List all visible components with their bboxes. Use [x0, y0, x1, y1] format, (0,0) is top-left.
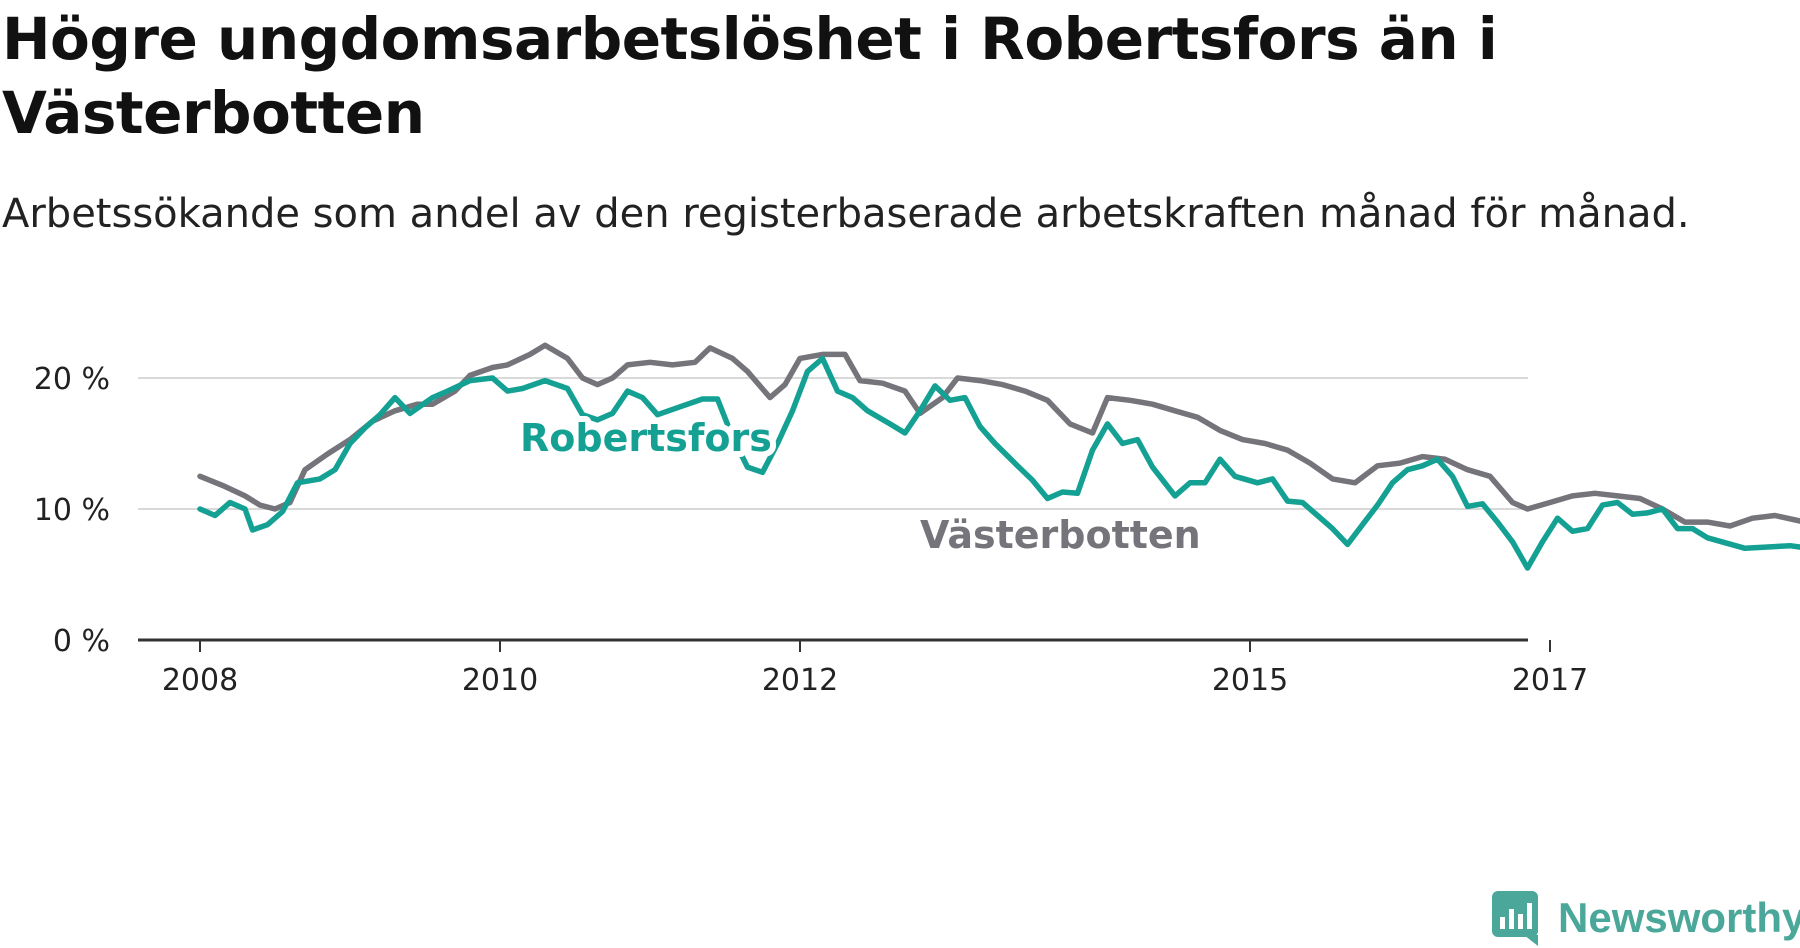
- chart-subtitle: Arbetssökande som andel av den registerb…: [2, 191, 1690, 237]
- series-line-robertsfors: [197, 355, 1800, 571]
- y-tick-label: 20 %: [34, 362, 110, 397]
- series-labels: RobertsforsVästerbotten7,3 %5,9 %: [514, 410, 1207, 563]
- newsworthy-logo-icon: [1492, 891, 1538, 946]
- series-label-vasterbotten: Västerbotten: [920, 513, 1201, 557]
- series-line-västerbotten: [197, 342, 1800, 529]
- x-axis: 20082010201220152017202020222024: [138, 638, 1588, 698]
- x-tick-label: 2010: [462, 663, 538, 698]
- y-tick-label: 0 %: [53, 624, 110, 659]
- series-label-robertsfors: Robertsfors: [520, 416, 772, 460]
- x-tick-label: 2012: [762, 663, 838, 698]
- x-tick-label: 2015: [1212, 663, 1288, 698]
- y-axis-ticks: 0 % 10 % 20 %: [34, 362, 110, 659]
- chart-title: Högre ungdomsarbetslöshet i Robertsfors …: [2, 5, 1498, 147]
- y-tick-label: 10 %: [34, 493, 110, 528]
- brand-logo: Newsworthy: [1490, 888, 1800, 948]
- x-tick-label: 2017: [1512, 663, 1588, 698]
- series-lines: [197, 342, 1800, 571]
- x-tick-label: 2008: [162, 663, 238, 698]
- brand-name: Newsworthy: [1558, 894, 1800, 941]
